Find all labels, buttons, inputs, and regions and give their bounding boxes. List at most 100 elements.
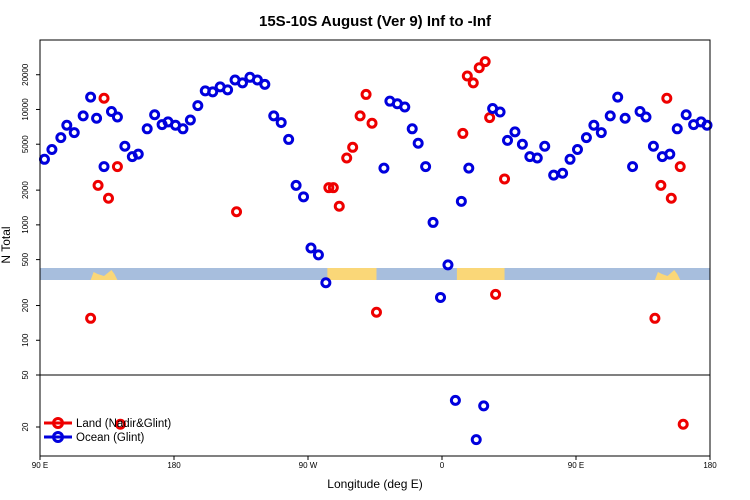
- y-tick-label: 10000: [21, 98, 30, 121]
- land-point: [98, 92, 110, 104]
- land-point: [323, 182, 335, 194]
- land-point: [366, 117, 378, 129]
- ocean-point: [98, 161, 110, 173]
- ocean-point: [463, 162, 475, 174]
- ocean-point: [251, 74, 263, 86]
- ocean-point: [119, 140, 131, 152]
- ocean-point: [298, 191, 310, 203]
- ocean-point: [141, 123, 153, 135]
- ocean-point: [664, 148, 676, 160]
- ocean-point: [531, 152, 543, 164]
- ocean-point: [539, 140, 551, 152]
- ocean-point: [85, 91, 97, 103]
- land-point: [333, 200, 345, 212]
- land-point: [347, 141, 359, 153]
- land-point: [114, 418, 126, 430]
- legend-ocean-marker: [52, 431, 64, 443]
- ocean-point: [111, 111, 123, 123]
- chart-title: 15S-10S August (Ver 9) Inf to -Inf: [259, 13, 492, 30]
- ocean-point: [449, 394, 461, 406]
- land-point: [461, 70, 473, 82]
- land-point: [354, 110, 366, 122]
- ocean-point: [259, 78, 271, 90]
- ocean-point: [268, 110, 280, 122]
- ocean-point: [455, 195, 467, 207]
- ocean-point: [420, 161, 432, 173]
- ocean-point: [378, 162, 390, 174]
- ocean-point: [46, 143, 58, 155]
- land-point: [360, 88, 372, 100]
- ocean-point: [38, 153, 50, 165]
- ocean-point: [509, 126, 521, 138]
- ocean-point: [77, 110, 89, 122]
- x-axis-label: Longitude (deg E): [327, 477, 422, 491]
- land-point: [341, 152, 353, 164]
- ocean-point: [571, 143, 583, 155]
- legend: Land (Nadir&Glint) Ocean (Glint): [44, 417, 171, 444]
- land-point: [473, 62, 485, 74]
- y-axis: 100 200 500 1000 2000 5000 10000 20000 20 50: [21, 63, 40, 431]
- ocean-point: [290, 179, 302, 191]
- ocean-point: [312, 249, 324, 261]
- x-tick-label: 180: [167, 461, 181, 470]
- land-point: [655, 179, 667, 191]
- map-land-1: [456, 268, 505, 280]
- x-tick-label: 180: [703, 461, 717, 470]
- ocean-point: [275, 117, 287, 129]
- land-point: [677, 418, 689, 430]
- ocean-point: [634, 106, 646, 118]
- y-tick-label: 1000: [21, 215, 30, 233]
- ocean-point: [627, 161, 639, 173]
- ocean-point: [55, 132, 67, 144]
- land-point: [327, 182, 339, 194]
- ocean-point: [619, 112, 631, 124]
- ocean-point: [283, 133, 295, 145]
- y-tick-label: 20: [21, 422, 30, 431]
- map-islands-1: [654, 270, 681, 280]
- land-point: [479, 56, 491, 68]
- x-axis: 90 E 180 90 W 0 90 E 180: [32, 456, 717, 470]
- ocean-point: [612, 91, 624, 103]
- ocean-point: [427, 216, 439, 228]
- ocean-point: [502, 134, 514, 146]
- plot-frame: [39, 39, 711, 457]
- y-axis-label: N Total: [0, 226, 13, 263]
- x-tick-label: 0: [440, 461, 445, 470]
- map-strip: [40, 268, 710, 280]
- land-point: [85, 312, 97, 324]
- x-tick-label: 90 W: [299, 461, 318, 470]
- map-islands-0: [90, 270, 118, 280]
- ocean-point: [61, 119, 73, 131]
- y-tick-label: 50: [21, 370, 30, 379]
- ocean-point: [647, 140, 659, 152]
- data-points: [38, 56, 713, 446]
- ocean-point: [406, 123, 418, 135]
- ocean-point: [580, 132, 592, 144]
- ocean-point: [442, 259, 454, 271]
- legend-ocean-label: Ocean (Glint): [76, 432, 145, 444]
- map-land-0: [327, 268, 377, 280]
- y-tick-label: 2000: [21, 181, 30, 199]
- y-tick-label: 200: [21, 298, 30, 312]
- ocean-point: [478, 400, 490, 412]
- y-tick-label: 100: [21, 333, 30, 347]
- ocean-point: [564, 153, 576, 165]
- ocean-point: [236, 77, 248, 89]
- ocean-point: [68, 127, 80, 139]
- ocean-point: [91, 112, 103, 124]
- land-point: [484, 112, 496, 124]
- land-point: [92, 179, 104, 191]
- ocean-point: [177, 123, 189, 135]
- y-tick-label: 500: [21, 252, 30, 266]
- ocean-point: [435, 291, 447, 303]
- ocean-point: [680, 109, 692, 121]
- ocean-point: [305, 242, 317, 254]
- land-point: [370, 306, 382, 318]
- ocean-point: [494, 106, 506, 118]
- ocean-point: [222, 84, 234, 96]
- land-point: [231, 206, 243, 218]
- ocean-point: [412, 137, 424, 149]
- legend-land-marker: [52, 417, 64, 429]
- ocean-point: [640, 111, 652, 123]
